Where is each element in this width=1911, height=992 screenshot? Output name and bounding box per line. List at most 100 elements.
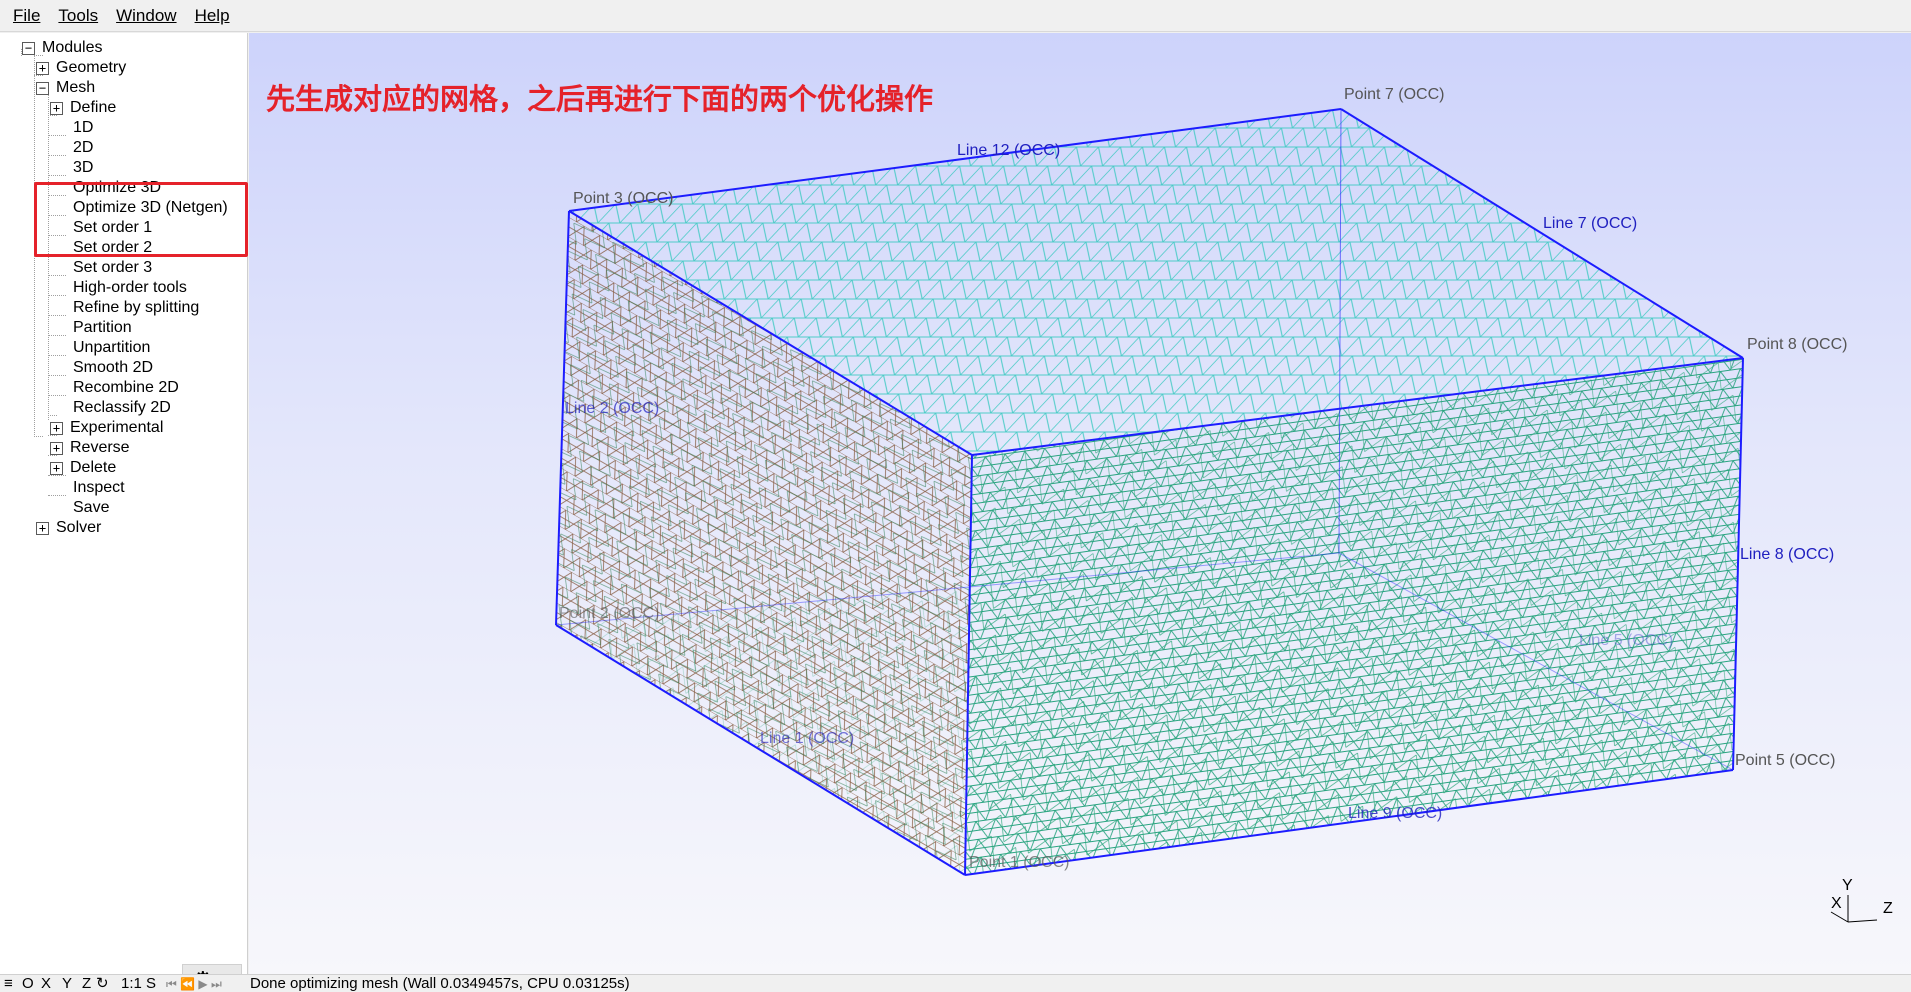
geometry-edges xyxy=(555,108,1744,876)
label-point-2: Point 2 (OCC) xyxy=(559,605,659,622)
label-point-7: Point 7 (OCC) xyxy=(1344,86,1444,103)
menu-bar: File Tools Window Help xyxy=(0,0,1911,32)
view-x-button[interactable]: X xyxy=(41,975,52,992)
menu-file-label: File xyxy=(13,5,41,25)
menu-window[interactable]: Window xyxy=(107,0,185,32)
label-line-1: Line 1 (OCC) xyxy=(760,730,854,747)
expand-icon[interactable]: + xyxy=(50,422,63,435)
label-line-7: Line 7 (OCC) xyxy=(1543,215,1637,232)
edge-line-9 xyxy=(964,769,1734,876)
tree-item-label: 3D xyxy=(73,159,94,176)
label-line-12: Line 12 (OCC) xyxy=(957,142,1060,159)
tree-connector xyxy=(48,195,66,196)
tree-connector xyxy=(21,49,22,56)
label-line-2: Line 2 (OCC) xyxy=(565,400,659,417)
tree-item-label: Partition xyxy=(73,319,132,336)
edge-front-left-vertical xyxy=(964,454,973,876)
edge-top-left xyxy=(568,210,973,456)
tree-item-label: Set order 1 xyxy=(73,219,153,236)
tree-connector xyxy=(48,135,66,136)
tree-connector xyxy=(48,215,66,216)
menu-help-label: Help xyxy=(194,5,230,25)
status-message: Done optimizing mesh (Wall 0.0349457s, C… xyxy=(250,975,630,992)
axis-z xyxy=(1847,919,1878,923)
edge-line-8 xyxy=(1732,357,1744,771)
menu-window-label: Window xyxy=(116,5,177,25)
tree-item-label: Mesh xyxy=(56,79,96,96)
edge-line-2 xyxy=(555,210,570,626)
tree-connector xyxy=(34,75,43,76)
menu-file[interactable]: File xyxy=(4,0,49,32)
expand-icon[interactable]: + xyxy=(50,102,63,115)
annotation-highlight-box xyxy=(34,182,248,257)
tree-connector xyxy=(34,55,43,56)
annotation-text: 先生成对应的网格，之后再进行下面的两个优化操作 xyxy=(266,82,934,116)
edge-top-front xyxy=(971,357,1744,456)
tree-item-label: Refine by splitting xyxy=(73,299,200,316)
label-line-9: Line 9 (OCC) xyxy=(1348,805,1442,822)
view-y-button[interactable]: Y xyxy=(62,975,73,992)
tree-item-label: Define xyxy=(70,99,117,116)
edge-line-12 xyxy=(568,108,1342,212)
tree-connector xyxy=(48,275,66,276)
tree-connector xyxy=(48,115,57,116)
label-point-3: Point 3 (OCC) xyxy=(573,190,673,207)
tree-item-label: 1D xyxy=(73,119,94,136)
edge-hidden-back-vertical xyxy=(1338,108,1342,554)
tree-item-label: Solver xyxy=(56,519,102,536)
view-origin-button[interactable]: O xyxy=(22,975,34,992)
tree-item-label: High-order tools xyxy=(73,279,187,296)
playback-controls[interactable]: ⏮ ⏪ ▶ ⏭ xyxy=(166,977,222,991)
tree-item-label: Experimental xyxy=(70,419,164,436)
mesh-face-bottom xyxy=(556,553,1733,875)
edge-hidden-back-bottom xyxy=(555,552,1340,626)
menu-help[interactable]: Help xyxy=(186,0,239,32)
tree-item-label: Optimize 3D (Netgen) xyxy=(73,199,228,216)
expand-icon[interactable]: + xyxy=(50,442,63,455)
collapse-icon[interactable]: − xyxy=(36,82,49,95)
axis-x-label: X xyxy=(1831,895,1842,912)
tree-connector xyxy=(48,315,66,316)
snapshot-button[interactable]: S xyxy=(146,975,157,992)
tree-item-label: Modules xyxy=(42,39,103,56)
tree-connector xyxy=(48,415,57,416)
hamburger-menu-icon[interactable]: ≡ xyxy=(4,975,13,992)
expand-icon[interactable]: + xyxy=(36,62,49,75)
mesh-canvas: Point 7 (OCC) Point 3 (OCC) Point 8 (OCC… xyxy=(555,86,1893,923)
edge-line-7 xyxy=(1340,108,1744,359)
expand-icon[interactable]: + xyxy=(50,462,63,475)
graphics-viewport[interactable]: Point 7 (OCC) Point 3 (OCC) Point 8 (OCC… xyxy=(249,33,1911,974)
tree-item-label: Smooth 2D xyxy=(73,359,154,376)
tree-connector xyxy=(48,375,66,376)
label-line-8: Line 8 (OCC) xyxy=(1740,546,1834,563)
mesh-face-top xyxy=(569,109,1743,455)
menu-tools[interactable]: Tools xyxy=(49,0,107,32)
axis-x xyxy=(1830,911,1849,923)
tree-item-label: Delete xyxy=(70,459,117,476)
expand-icon[interactable]: + xyxy=(36,522,49,535)
tree-connector xyxy=(48,455,57,456)
tree-connector xyxy=(48,435,57,436)
tree-connector xyxy=(48,155,66,156)
axis-y-label: Y xyxy=(1842,877,1853,894)
edge-hidden-right-bottom xyxy=(1338,552,1734,771)
scale-button[interactable]: 1:1 xyxy=(121,975,142,992)
tree-item-label: Recombine 2D xyxy=(73,379,179,396)
tree-connector xyxy=(34,436,43,437)
label-line-5: Line 5 (OCC) xyxy=(1579,632,1673,649)
view-z-button[interactable]: Z xyxy=(82,975,92,992)
collapse-icon[interactable]: − xyxy=(22,42,35,55)
tree-item-label: Set order 2 xyxy=(73,239,153,256)
menu-tools-label: Tools xyxy=(58,5,99,25)
tree-connector xyxy=(48,395,66,396)
tree-connector xyxy=(48,175,66,176)
status-bar: ≡ O X Y Z ↻ 1:1 S ⏮ ⏪ ▶ ⏭ Done optimizin… xyxy=(0,974,1911,992)
tree-item-label: Reclassify 2D xyxy=(73,399,171,416)
tree-item-label: Geometry xyxy=(56,59,127,76)
module-tree: − Modules + Geometry − Mesh + Define 1D … xyxy=(0,33,248,992)
axes-triad: Y X Z xyxy=(1830,877,1893,923)
tree-connector xyxy=(48,235,66,236)
tree-item-label: Inspect xyxy=(73,479,125,496)
rotate-icon[interactable]: ↻ xyxy=(96,975,109,992)
